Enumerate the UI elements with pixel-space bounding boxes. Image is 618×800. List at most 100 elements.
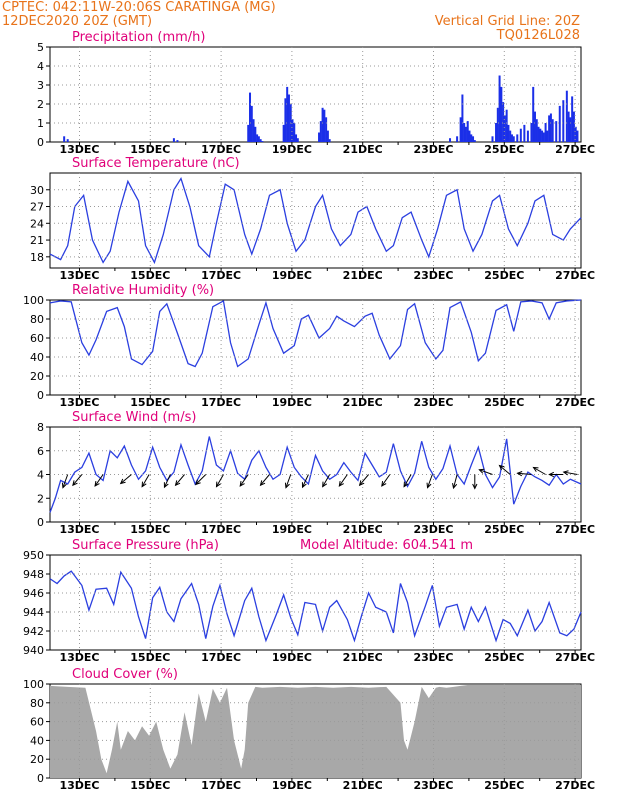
panel-frame: [49, 554, 582, 651]
y-tick-label: 3: [37, 79, 44, 92]
x-tick-label: 13DEC: [59, 143, 99, 156]
precip-bar: [250, 105, 253, 142]
x-tick-label: 23DEC: [413, 396, 453, 409]
precip-bar: [257, 136, 260, 142]
precip-bar: [282, 124, 285, 142]
wind-arrow: [563, 471, 578, 475]
series-line: [49, 570, 582, 643]
precip-bar: [509, 130, 512, 142]
y-tick-label: 948: [23, 568, 44, 581]
precip-bar: [319, 121, 322, 142]
x-tick-label: 21DEC: [343, 651, 383, 664]
wind-arrow-head: [381, 480, 387, 487]
wind-arrow: [517, 472, 532, 475]
panel-subtitle: Model Altitude: 604.541 m: [300, 538, 473, 553]
x-tick-label: 25DEC: [484, 651, 524, 664]
x-tick-label: 15DEC: [130, 143, 170, 156]
precip-bar: [464, 126, 467, 142]
x-tick-label: 19DEC: [272, 651, 312, 664]
wind-arrow: [499, 465, 511, 475]
precip-bar: [284, 98, 287, 142]
x-tick-label: 13DEC: [59, 396, 99, 409]
precip-bar: [325, 117, 328, 142]
x-tick-label: 27DEC: [555, 269, 595, 282]
x-tick-label: 19DEC: [272, 143, 312, 156]
precip-bar: [296, 138, 299, 142]
precip-bar: [463, 123, 466, 142]
precip-bar: [321, 107, 324, 142]
panel-title: Surface Wind (m/s): [72, 410, 196, 425]
x-tick-label: 27DEC: [555, 143, 595, 156]
panel-relative-humidity: 0 20 40 60 80 100 13DEC 15DEC 17DEC 19DEC 21DEC 23D…: [23, 283, 595, 409]
precip-bar: [286, 86, 289, 142]
x-tick-label: 23DEC: [413, 523, 453, 536]
x-tick-label: 21DEC: [343, 143, 383, 156]
x-tick-label: 25DEC: [484, 396, 524, 409]
y-tick-label: 80: [30, 313, 44, 326]
precip-bar: [544, 123, 547, 142]
x-tick-label: 19DEC: [272, 523, 312, 536]
precip-bar: [295, 134, 298, 142]
precip-bar: [502, 102, 505, 142]
precip-bar: [261, 141, 264, 142]
y-tick-label: 2: [37, 98, 44, 111]
panel-title: Cloud Cover (%): [72, 667, 178, 682]
wind-arrow-head: [562, 470, 569, 476]
x-tick-label: 15DEC: [130, 523, 170, 536]
y-tick-label: 942: [23, 625, 44, 638]
precip-bar: [512, 136, 515, 142]
vertical-grid-info: Vertical Grid Line: 20Z: [434, 14, 580, 29]
precip-bar: [472, 136, 475, 142]
wind-arrow: [62, 474, 69, 488]
x-tick-label: 23DEC: [413, 779, 453, 792]
precip-bar: [323, 109, 326, 142]
wind-arrow: [322, 474, 331, 487]
precip-bar: [459, 117, 462, 142]
panel-frame: [49, 299, 582, 396]
precip-bar: [318, 132, 321, 142]
panel-surface-wind: 0 2 4 6 8 13DEC 15DEC 17DEC 19DEC 21DEC 23DEC 25DEC…: [37, 410, 595, 536]
precip-bar: [449, 138, 452, 142]
precip-bar: [535, 119, 538, 142]
wind-arrow-head: [532, 466, 539, 472]
wind-arrow-head: [195, 479, 201, 486]
wind-arrow-head: [239, 480, 245, 487]
precip-bar: [291, 119, 294, 142]
y-tick-label: 60: [30, 332, 44, 345]
precip-bar: [259, 139, 262, 142]
precip-bar: [549, 113, 552, 142]
wind-arrow-head: [301, 482, 307, 489]
y-tick-label: 8: [37, 421, 44, 434]
x-tick-label: 13DEC: [59, 269, 99, 282]
wind-arrow-head: [478, 468, 485, 474]
y-tick-label: 20: [30, 370, 44, 383]
precip-bar: [326, 130, 329, 142]
x-tick-label: 23DEC: [413, 143, 453, 156]
y-tick-label: 100: [23, 294, 44, 307]
wind-arrow: [479, 469, 493, 475]
precip-bar: [507, 124, 510, 142]
precip-bar: [491, 136, 494, 142]
precip-bar: [532, 86, 535, 142]
x-tick-label: 17DEC: [201, 143, 241, 156]
wind-arrow: [141, 474, 150, 487]
y-tick-label: 2: [37, 492, 44, 505]
wind-arrow: [403, 474, 412, 487]
y-tick-label: 60: [30, 716, 44, 729]
wind-arrow: [302, 474, 309, 488]
precip-bar: [533, 111, 536, 142]
precip-bar: [526, 130, 529, 142]
wind-arrow-head: [548, 471, 555, 478]
precip-bar: [500, 86, 503, 142]
precip-bar: [468, 130, 471, 142]
x-tick-label: 15DEC: [130, 396, 170, 409]
wind-arrow-head: [322, 481, 328, 488]
y-tick-label: 40: [30, 351, 44, 364]
wind-arrow-head: [338, 480, 344, 487]
precip-bar: [498, 75, 501, 142]
model-id: TQ0126L028: [496, 28, 580, 43]
precip-bar: [63, 136, 66, 142]
panel-title: Surface Temperature (nC): [72, 156, 240, 171]
wind-arrow-head: [61, 482, 67, 489]
wind-arrow: [163, 474, 171, 488]
